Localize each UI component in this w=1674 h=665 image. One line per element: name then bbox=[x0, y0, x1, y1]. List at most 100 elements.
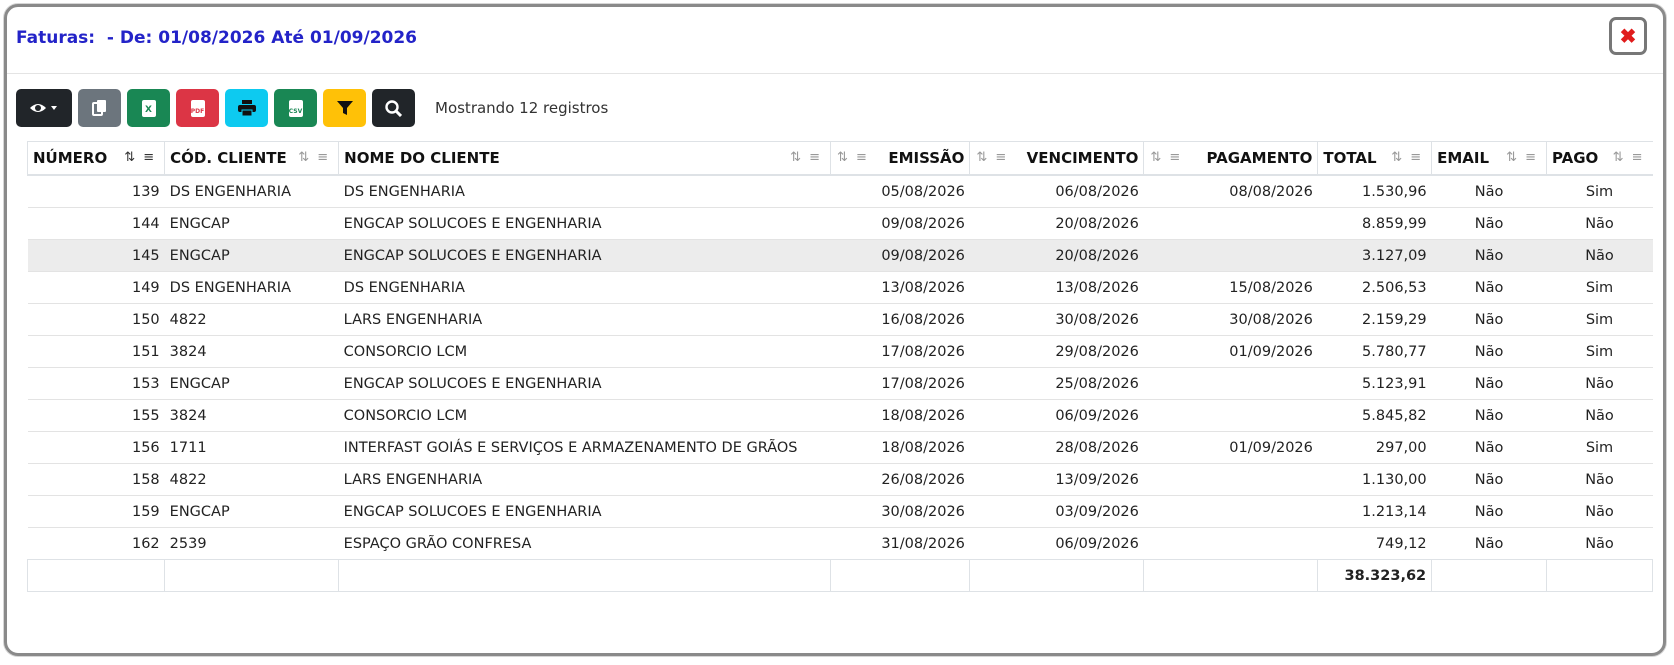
cell-emissao: 17/08/2026 bbox=[830, 335, 970, 368]
cell-numero: 155 bbox=[27, 399, 165, 432]
cell-emissao: 26/08/2026 bbox=[830, 463, 970, 496]
cell-vencimento: 06/09/2026 bbox=[969, 399, 1144, 432]
cell-numero: 150 bbox=[27, 303, 165, 336]
cell-cod-cliente: 2539 bbox=[164, 527, 339, 560]
table-row[interactable]: 162 2539 ESPAÇO GRÃO CONFRESA 31/08/2026 06/… bbox=[27, 527, 1653, 560]
cell-total: 3.127,09 bbox=[1317, 239, 1432, 272]
sort-icon[interactable]: ⇅ ≡ bbox=[298, 150, 331, 165]
cell-numero: 145 bbox=[27, 239, 165, 272]
filter-button[interactable] bbox=[323, 89, 366, 127]
search-button[interactable] bbox=[372, 89, 415, 127]
sort-icon[interactable]: ⇅ ≡ bbox=[790, 150, 822, 165]
sort-icon[interactable]: ⇅ ≡ bbox=[976, 150, 1009, 165]
sort-icon[interactable]: ⇅ ≡ bbox=[1150, 150, 1183, 165]
table-row[interactable]: 144 ENGCAP ENGCAP SOLUCOES E ENGENHARIA 09/… bbox=[27, 207, 1653, 240]
cell-pagamento bbox=[1143, 527, 1318, 560]
print-icon bbox=[237, 100, 256, 116]
sort-icon[interactable]: ⇅ ≡ bbox=[1391, 150, 1424, 165]
table-row[interactable]: 150 4822 LARS ENGENHARIA 16/08/2026 30/08/20… bbox=[27, 303, 1653, 336]
sort-icon[interactable]: ⇅ ≡ bbox=[1506, 150, 1538, 165]
column-header-pagamento[interactable]: ⇅ ≡ PAGAMENTO bbox=[1143, 141, 1318, 176]
cell-cod-cliente: ENGCAP bbox=[164, 367, 339, 400]
cell-email: Não bbox=[1431, 303, 1547, 336]
cell-total: 5.123,91 bbox=[1317, 367, 1432, 400]
column-header-emissao[interactable]: ⇅ ≡ EMISSÃO bbox=[829, 141, 970, 176]
cell-pagamento: 08/08/2026 bbox=[1143, 174, 1318, 208]
cell-pagamento bbox=[1143, 239, 1318, 272]
column-header-total[interactable]: TOTAL ⇅ ≡ bbox=[1317, 141, 1432, 176]
cell-emissao: 18/08/2026 bbox=[830, 431, 970, 464]
close-button[interactable]: ✖ bbox=[1609, 17, 1647, 55]
table-row[interactable]: 156 1711 INTERFAST GOIÁS E SERVIÇOS E ARMA… bbox=[27, 431, 1653, 464]
sort-asc-icon[interactable]: ⇅ ≡ bbox=[124, 150, 157, 165]
column-header-email[interactable]: EMAIL ⇅ ≡ bbox=[1431, 141, 1547, 176]
sort-icon[interactable]: ⇅ ≡ bbox=[837, 150, 869, 165]
close-icon: ✖ bbox=[1619, 25, 1637, 48]
modal-header: Faturas: - De: 01/08/2026 Até 01/09/2026… bbox=[7, 7, 1663, 74]
csv-file-icon: CSV bbox=[288, 99, 303, 117]
cell-vencimento: 03/09/2026 bbox=[969, 495, 1144, 528]
cell-numero: 153 bbox=[27, 367, 165, 400]
table-row[interactable]: 159 ENGCAP ENGCAP SOLUCOES E ENGENHARIA 30/… bbox=[27, 495, 1653, 528]
table-row[interactable]: 155 3824 CONSORCIO LCM 18/08/2026 06/09/2026… bbox=[27, 399, 1653, 432]
cell-pago: Não bbox=[1546, 207, 1653, 240]
cell-vencimento: 25/08/2026 bbox=[969, 367, 1144, 400]
cell-vencimento: 20/08/2026 bbox=[969, 239, 1144, 272]
cell-pago: Não bbox=[1546, 399, 1653, 432]
cell-emissao: 13/08/2026 bbox=[830, 271, 970, 304]
cell-pago: Sim bbox=[1546, 335, 1653, 368]
cell-emissao: 09/08/2026 bbox=[830, 207, 970, 240]
cell-pagamento bbox=[1143, 495, 1318, 528]
copy-button[interactable] bbox=[78, 89, 121, 127]
print-button[interactable] bbox=[225, 89, 268, 127]
sort-icon[interactable]: ⇅ ≡ bbox=[1612, 150, 1645, 165]
pdf-file-icon: PDF bbox=[190, 99, 205, 117]
cell-total: 297,00 bbox=[1317, 431, 1432, 464]
table-row[interactable]: 151 3824 CONSORCIO LCM 17/08/2026 29/08/2026… bbox=[27, 335, 1653, 368]
table-row[interactable]: 139 DS ENGENHARIA DS ENGENHARIA 05/08/2026 0… bbox=[27, 174, 1653, 208]
cell-emissao: 30/08/2026 bbox=[830, 495, 970, 528]
cell-cod-cliente: 3824 bbox=[164, 399, 339, 432]
cell-nome-cliente: CONSORCIO LCM bbox=[338, 335, 831, 368]
cell-email: Não bbox=[1431, 207, 1547, 240]
toolbar: X PDF CSV Mostrando 12 registros bbox=[16, 89, 608, 127]
cell-total: 749,12 bbox=[1317, 527, 1432, 560]
visibility-button[interactable] bbox=[16, 89, 72, 127]
cell-cod-cliente: ENGCAP bbox=[164, 239, 339, 272]
cell-numero: 158 bbox=[27, 463, 165, 496]
column-header-vencimento[interactable]: ⇅ ≡ VENCIMENTO bbox=[969, 141, 1144, 176]
cell-vencimento: 06/08/2026 bbox=[969, 174, 1144, 208]
cell-vencimento: 13/08/2026 bbox=[969, 271, 1144, 304]
table-row[interactable]: 149 DS ENGENHARIA DS ENGENHARIA 13/08/2026 1… bbox=[27, 271, 1653, 304]
cell-total: 2.506,53 bbox=[1317, 271, 1432, 304]
excel-button[interactable]: X bbox=[127, 89, 170, 127]
cell-total: 5.780,77 bbox=[1317, 335, 1432, 368]
cell-vencimento: 06/09/2026 bbox=[969, 527, 1144, 560]
cell-total: 5.845,82 bbox=[1317, 399, 1432, 432]
table-footer-row: 38.323,62 bbox=[26, 559, 1653, 592]
table-row[interactable]: 145 ENGCAP ENGCAP SOLUCOES E ENGENHARIA 09/… bbox=[27, 239, 1653, 272]
cell-numero: 159 bbox=[27, 495, 165, 528]
csv-button[interactable]: CSV bbox=[274, 89, 317, 127]
column-header-nome-cliente[interactable]: NOME DO CLIENTE ⇅ ≡ bbox=[338, 141, 831, 176]
cell-vencimento: 20/08/2026 bbox=[969, 207, 1144, 240]
column-header-numero[interactable]: NÚMERO ⇅ ≡ bbox=[26, 141, 165, 176]
cell-total: 2.159,29 bbox=[1317, 303, 1432, 336]
cell-numero: 151 bbox=[27, 335, 165, 368]
cell-numero: 139 bbox=[27, 174, 165, 208]
pdf-button[interactable]: PDF bbox=[176, 89, 219, 127]
invoices-modal: Faturas: - De: 01/08/2026 Até 01/09/2026… bbox=[4, 4, 1666, 656]
cell-numero: 156 bbox=[27, 431, 165, 464]
cell-email: Não bbox=[1431, 495, 1547, 528]
cell-emissao: 17/08/2026 bbox=[830, 367, 970, 400]
cell-emissao: 18/08/2026 bbox=[830, 399, 970, 432]
cell-pagamento: 30/08/2026 bbox=[1143, 303, 1318, 336]
cell-nome-cliente: CONSORCIO LCM bbox=[338, 399, 831, 432]
cell-pagamento: 15/08/2026 bbox=[1143, 271, 1318, 304]
table-row[interactable]: 153 ENGCAP ENGCAP SOLUCOES E ENGENHARIA 17/… bbox=[27, 367, 1653, 400]
column-header-cod-cliente[interactable]: CÓD. CLIENTE ⇅ ≡ bbox=[164, 141, 339, 176]
cell-cod-cliente: 4822 bbox=[164, 463, 339, 496]
column-header-pago[interactable]: PAGO ⇅ ≡ bbox=[1546, 141, 1653, 176]
table-row[interactable]: 158 4822 LARS ENGENHARIA 26/08/2026 13/09/20… bbox=[27, 463, 1653, 496]
search-icon bbox=[385, 99, 402, 117]
